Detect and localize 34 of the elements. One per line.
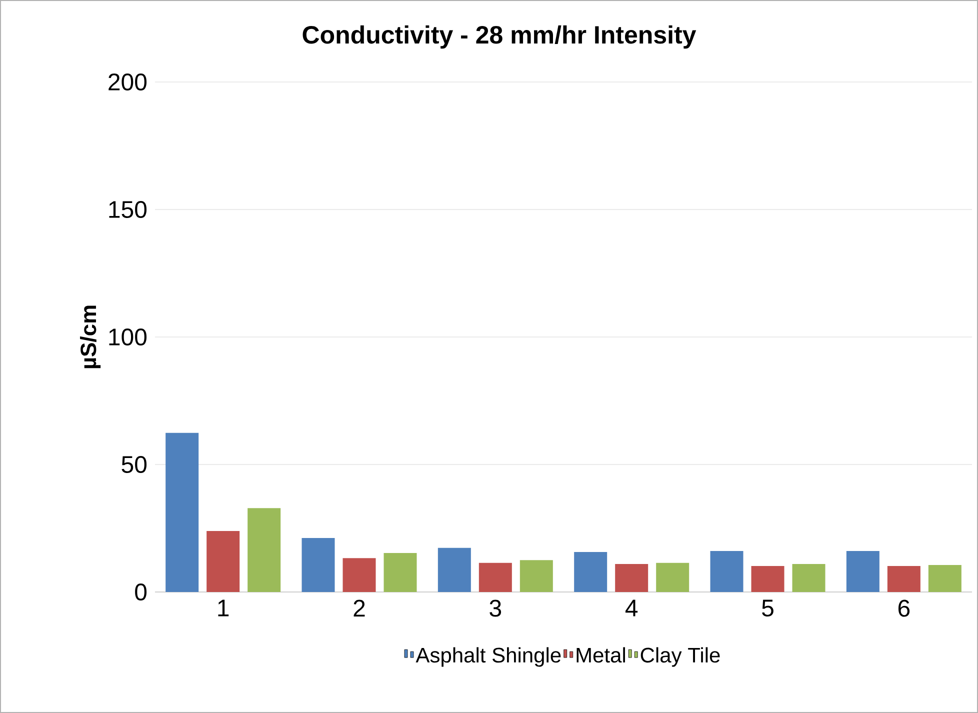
bar <box>887 566 920 592</box>
y-tick-label: 50 <box>122 456 147 473</box>
bar <box>574 552 608 592</box>
x-tick-label: 6 <box>898 600 910 617</box>
bar <box>206 531 240 592</box>
x-tick-label: 1 <box>218 600 229 616</box>
x-tick-label: 5 <box>762 600 774 617</box>
bar <box>656 562 690 592</box>
bar <box>302 538 335 592</box>
y-tick-label: 200 <box>108 74 147 90</box>
bar <box>438 548 471 592</box>
y-tick-label: 0 <box>135 584 147 600</box>
bar <box>166 432 199 592</box>
y-axis-title: µS/cm <box>80 306 101 368</box>
bar <box>846 550 880 592</box>
legend-label: Clay Tile <box>640 647 720 667</box>
bar <box>928 564 962 592</box>
bar <box>342 558 376 592</box>
x-tick-label: 4 <box>625 600 638 616</box>
legend-label: Metal <box>576 647 625 663</box>
x-tick-label: 2 <box>354 600 365 617</box>
bar <box>751 566 784 592</box>
legend-label: Asphalt Shingle <box>416 647 561 667</box>
bar <box>710 550 744 592</box>
bar <box>478 562 512 592</box>
y-tick-label: 100 <box>109 328 147 346</box>
bar <box>520 560 553 592</box>
chart-title: Conductivity - 28 mm/hr Intensity <box>302 25 696 49</box>
bar <box>384 552 417 592</box>
bar <box>615 564 648 592</box>
y-tick-label: 150 <box>109 201 147 218</box>
x-tick-label: 3 <box>490 600 502 617</box>
bar <box>792 564 826 592</box>
bar <box>248 508 281 592</box>
